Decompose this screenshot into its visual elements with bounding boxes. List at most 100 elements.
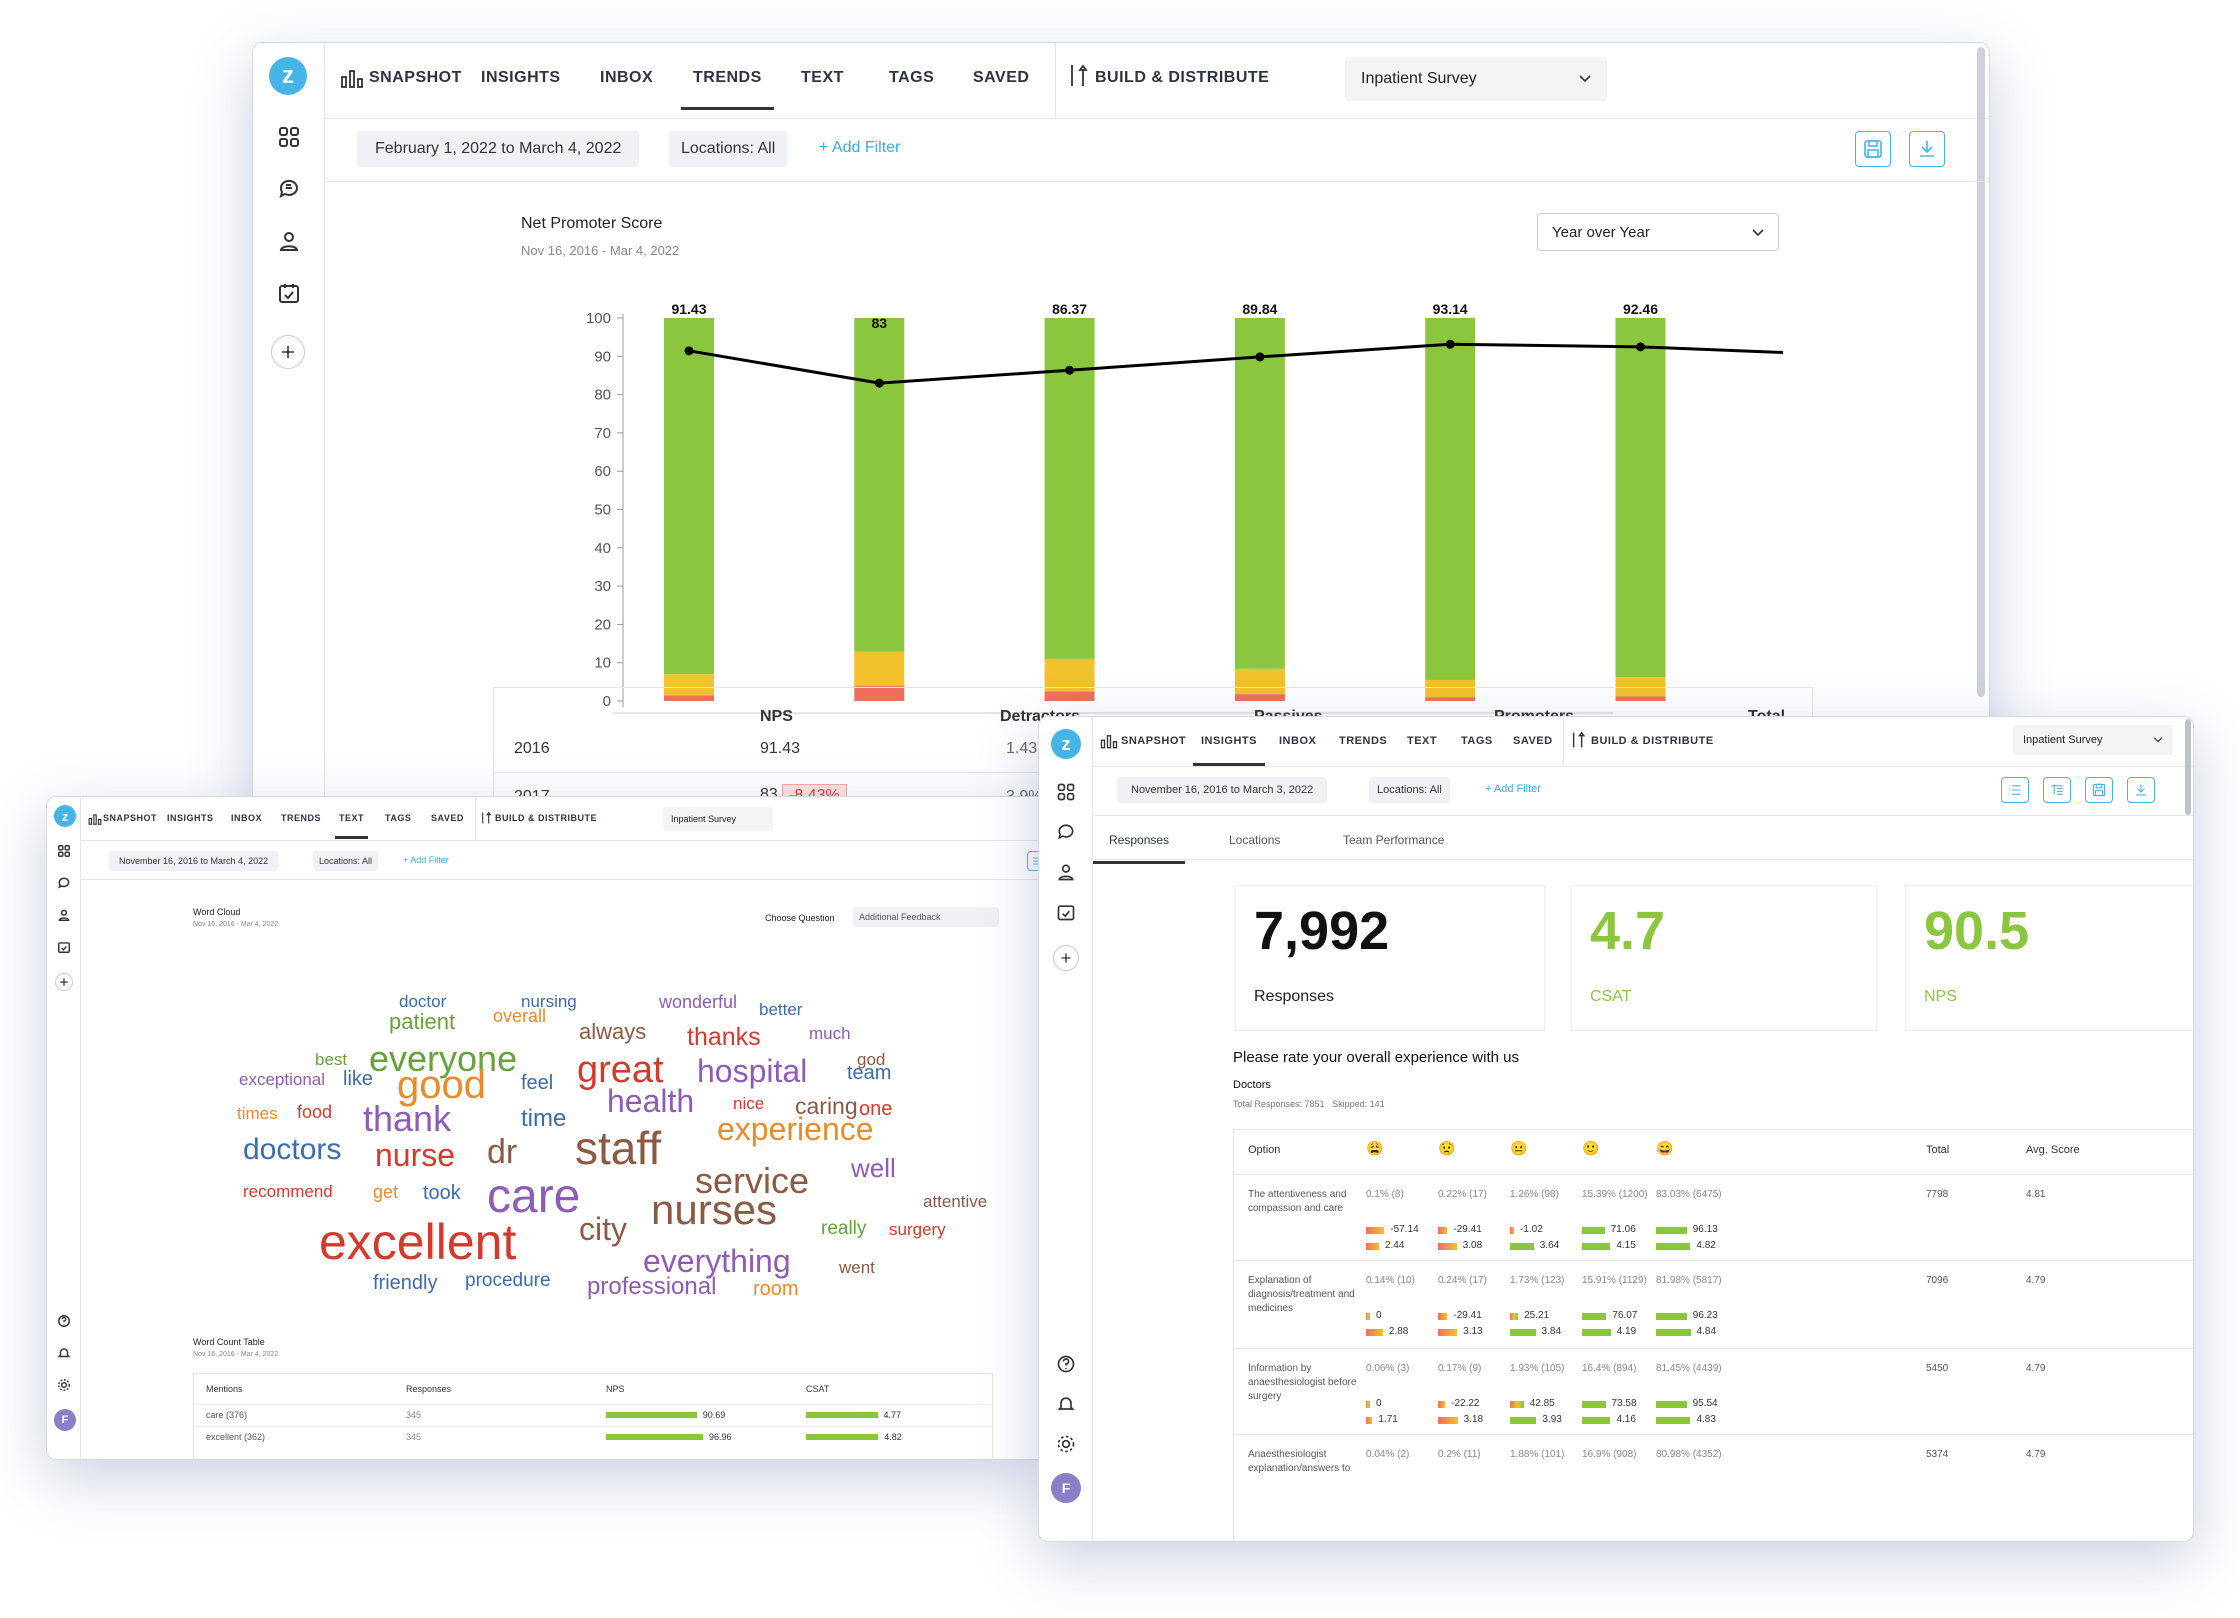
table-row[interactable]: Explanation of diagnosis/treatment and med… xyxy=(1234,1260,2193,1346)
word-attentive[interactable]: attentive xyxy=(923,1192,988,1211)
word-team[interactable]: team xyxy=(847,1062,892,1084)
tab-tags[interactable]: TAGS xyxy=(889,69,935,86)
download-button[interactable] xyxy=(2127,777,2155,803)
word-nurse[interactable]: nurse xyxy=(375,1137,456,1173)
add-filter-link[interactable]: + Add Filter xyxy=(403,855,449,865)
word-patient[interactable]: patient xyxy=(389,1009,456,1034)
word-much[interactable]: much xyxy=(809,1024,851,1043)
word-god[interactable]: god xyxy=(857,1050,886,1069)
word-best[interactable]: best xyxy=(315,1050,348,1069)
word-service[interactable]: service xyxy=(695,1160,810,1201)
word-room[interactable]: room xyxy=(753,1278,799,1300)
grid-icon[interactable] xyxy=(1055,781,1077,803)
tab-trends[interactable]: TRENDS xyxy=(1339,735,1388,747)
word-thanks[interactable]: thanks xyxy=(687,1023,761,1051)
word-always[interactable]: always xyxy=(579,1019,647,1044)
plus-icon[interactable] xyxy=(1053,945,1079,971)
tab-snapshot[interactable]: SNAPSHOT xyxy=(103,813,158,823)
word-great[interactable]: great xyxy=(577,1049,664,1091)
tab-saved[interactable]: SAVED xyxy=(1513,735,1553,747)
tab-inbox[interactable]: INBOX xyxy=(231,813,263,823)
word-staff[interactable]: staff xyxy=(575,1122,662,1174)
word-overall[interactable]: overall xyxy=(493,1006,547,1026)
grid-icon[interactable] xyxy=(275,123,303,151)
bell-icon[interactable] xyxy=(56,1345,72,1361)
scrollbar[interactable] xyxy=(1977,47,1985,697)
locations-filter[interactable]: Locations: All xyxy=(669,131,788,167)
survey-select[interactable]: Inpatient Survey xyxy=(663,807,773,831)
tab-saved[interactable]: SAVED xyxy=(431,813,464,823)
tab-tags[interactable]: TAGS xyxy=(1461,735,1493,747)
chat-icon[interactable] xyxy=(56,875,72,891)
tab-build-distribute[interactable]: BUILD & DISTRIBUTE xyxy=(1591,735,1714,747)
help-icon[interactable] xyxy=(56,1313,72,1329)
word-nice[interactable]: nice xyxy=(733,1094,765,1113)
user-icon[interactable] xyxy=(275,227,303,255)
date-range-filter[interactable]: November 16, 2016 to March 3, 2022 xyxy=(1117,777,1328,803)
plus-icon[interactable] xyxy=(271,335,305,369)
locations-filter[interactable]: Locations: All xyxy=(1369,777,1450,803)
tab-text[interactable]: TEXT xyxy=(1407,735,1438,747)
avatar[interactable]: F xyxy=(54,1409,76,1431)
word-experience[interactable]: experience xyxy=(717,1111,874,1147)
table-row[interactable]: care (376) 345 90.69 4.77 xyxy=(194,1404,992,1426)
tab-saved[interactable]: SAVED xyxy=(973,69,1030,86)
word-wonderful[interactable]: wonderful xyxy=(659,992,738,1012)
word-went[interactable]: went xyxy=(839,1258,875,1277)
word-city[interactable]: city xyxy=(579,1211,627,1247)
calendar-icon[interactable] xyxy=(56,939,72,955)
scrollbar[interactable] xyxy=(2185,719,2191,815)
word-really[interactable]: really xyxy=(821,1218,867,1239)
survey-select[interactable]: Inpatient Survey xyxy=(2013,725,2173,755)
grid-icon[interactable] xyxy=(56,843,72,859)
tab-build-distribute[interactable]: BUILD & DISTRIBUTE xyxy=(1095,69,1270,86)
avatar[interactable]: F xyxy=(1051,1473,1081,1503)
word-exceptional[interactable]: exceptional xyxy=(239,1070,326,1089)
tab-trends[interactable]: TRENDS xyxy=(281,813,322,823)
list-button[interactable] xyxy=(2001,777,2029,803)
word-excellent[interactable]: excellent xyxy=(319,1214,517,1270)
locations-filter[interactable]: Locations: All xyxy=(313,851,379,871)
help-icon[interactable] xyxy=(1055,1353,1077,1375)
tab-trends[interactable]: TRENDS xyxy=(681,69,774,110)
word-thank[interactable]: thank xyxy=(363,1098,452,1139)
chat-icon[interactable] xyxy=(275,175,303,203)
word-hospital[interactable]: hospital xyxy=(697,1053,808,1089)
tab-insights[interactable]: INSIGHTS xyxy=(1193,735,1265,766)
word-care[interactable]: care xyxy=(487,1170,581,1223)
sort-button[interactable] xyxy=(2043,777,2071,803)
tab-build-distribute[interactable]: BUILD & DISTRIBUTE xyxy=(495,813,597,823)
table-row[interactable]: Information by anaesthesiologist before su… xyxy=(1234,1348,2193,1434)
app-logo[interactable]: z xyxy=(54,805,76,827)
app-logo[interactable]: z xyxy=(1051,729,1081,759)
word-everyone[interactable]: everyone xyxy=(369,1038,518,1079)
calendar-icon[interactable] xyxy=(275,279,303,307)
word-time[interactable]: time xyxy=(521,1105,567,1132)
word-surgery[interactable]: surgery xyxy=(889,1220,946,1239)
save-button[interactable] xyxy=(1855,131,1891,167)
tab-inbox[interactable]: INBOX xyxy=(1279,735,1317,747)
plus-icon[interactable] xyxy=(55,973,73,991)
gear-icon[interactable] xyxy=(1055,1433,1077,1455)
calendar-icon[interactable] xyxy=(1055,901,1077,923)
app-logo[interactable]: z xyxy=(269,57,307,95)
table-row[interactable]: Anaesthesiologist explanation/answers to 0… xyxy=(1234,1434,2193,1520)
tab-insights[interactable]: INSIGHTS xyxy=(481,69,561,86)
word-get[interactable]: get xyxy=(373,1182,399,1202)
word-better[interactable]: better xyxy=(759,1000,803,1019)
word-doctor[interactable]: doctor xyxy=(399,992,447,1011)
subtab-responses[interactable]: Responses xyxy=(1093,827,1186,864)
subtab-team-performance[interactable]: Team Performance xyxy=(1343,833,1445,847)
user-icon[interactable] xyxy=(56,907,72,923)
tab-text[interactable]: TEXT xyxy=(335,813,369,839)
word-professional[interactable]: professional xyxy=(587,1273,717,1300)
word-nursing[interactable]: nursing xyxy=(521,992,577,1011)
question-select[interactable]: Additional Feedback xyxy=(853,907,999,927)
word-good[interactable]: good xyxy=(397,1063,486,1107)
word-doctors[interactable]: doctors xyxy=(243,1133,342,1166)
word-well[interactable]: well xyxy=(851,1153,896,1183)
add-filter-link[interactable]: + Add Filter xyxy=(1485,783,1541,795)
word-caring[interactable]: caring xyxy=(795,1093,858,1119)
tab-insights[interactable]: INSIGHTS xyxy=(167,813,214,823)
word-recommend[interactable]: recommend xyxy=(243,1182,333,1201)
